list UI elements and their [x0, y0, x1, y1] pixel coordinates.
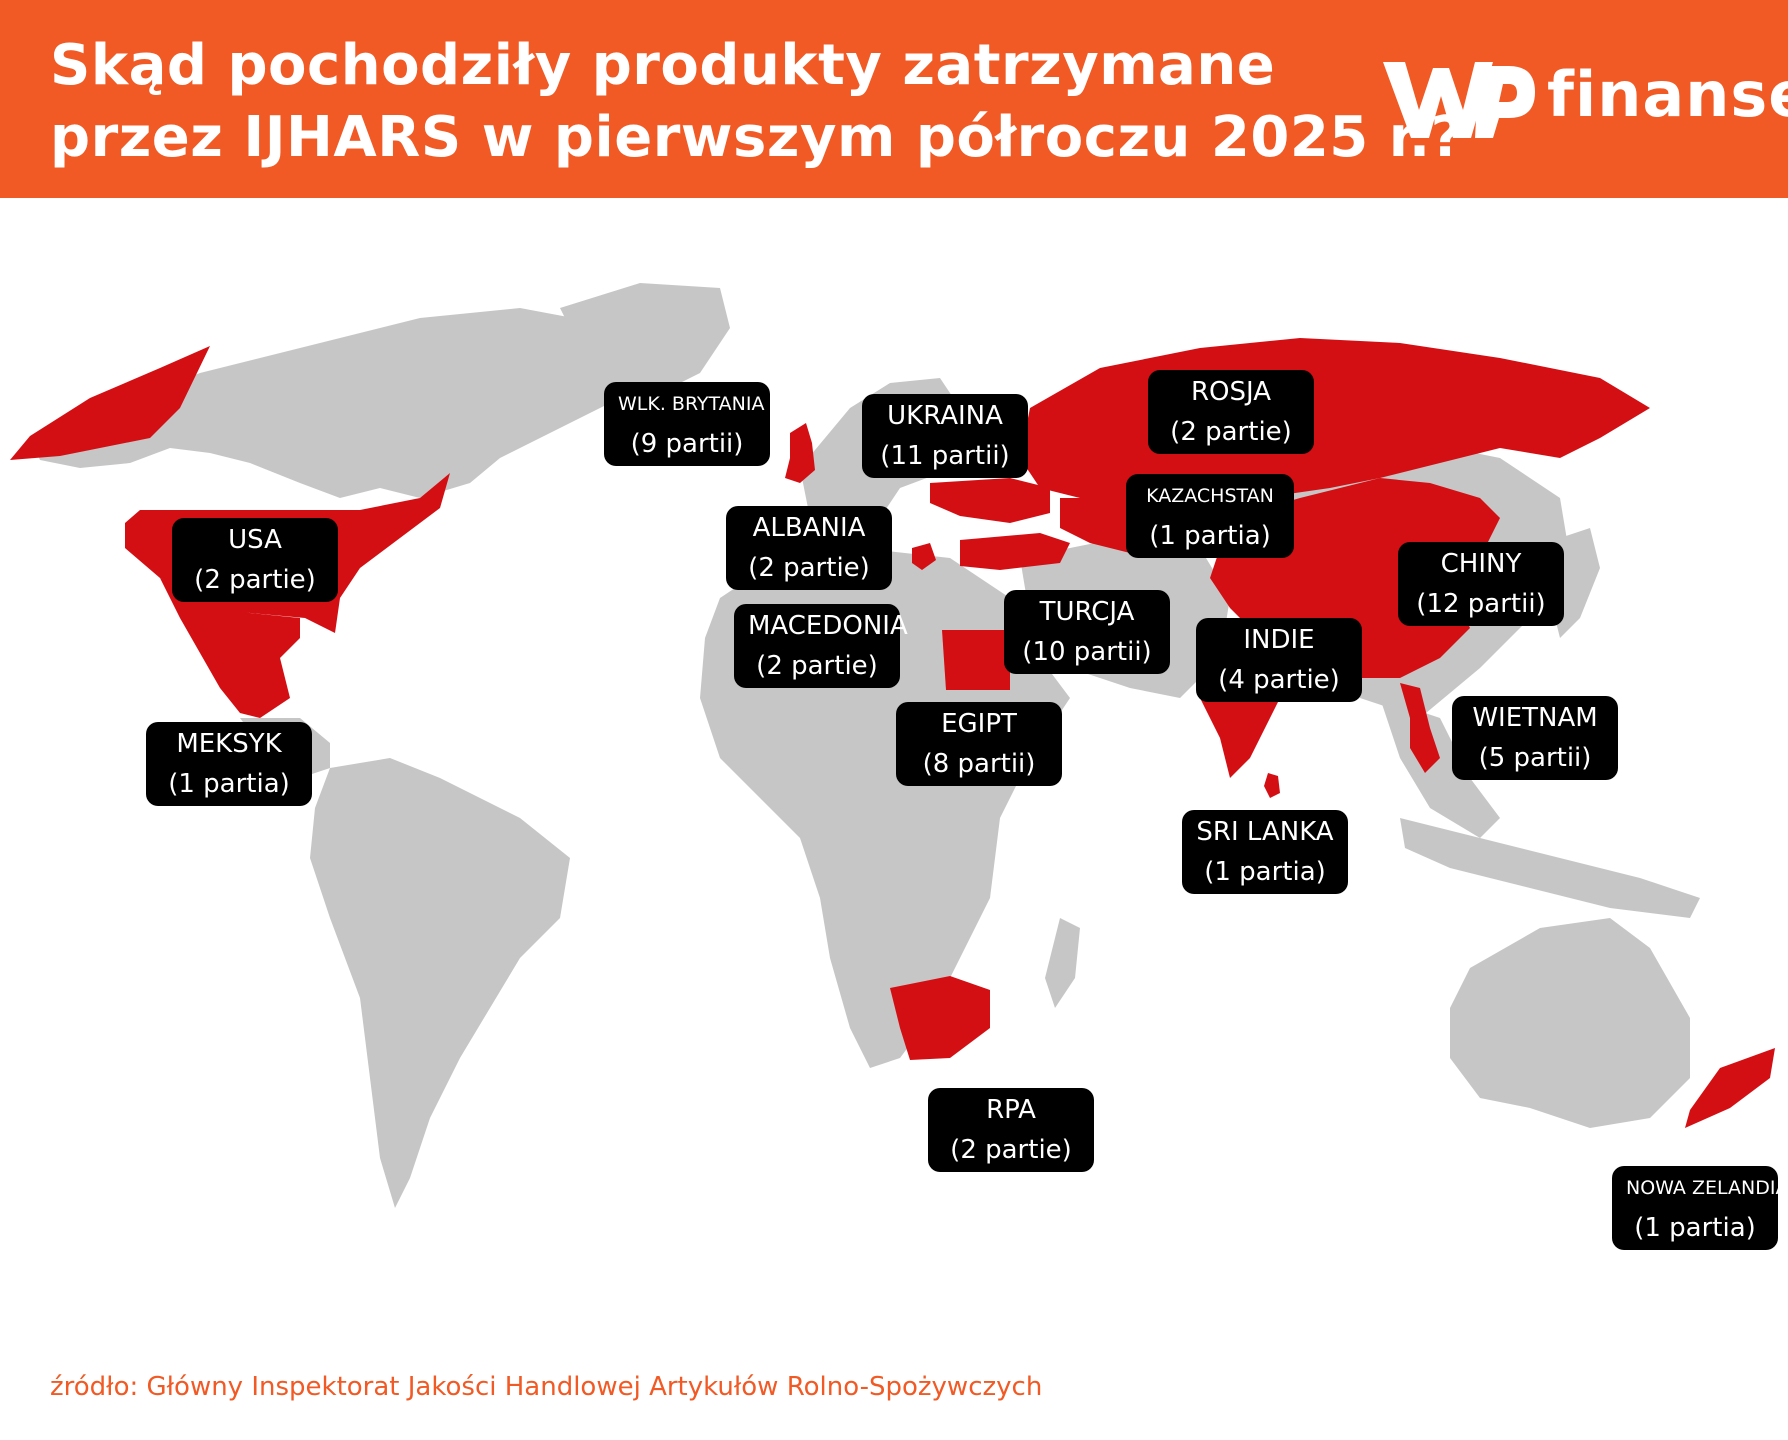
label-nz-name: NOWA ZELANDIA: [1626, 1177, 1788, 1199]
label-albania-name: ALBANIA: [752, 513, 866, 543]
label-turkey-name: TURCJA: [1039, 597, 1135, 627]
label-russia-name: ROSJA: [1190, 377, 1272, 407]
country-albania-macedonia: [912, 543, 936, 570]
world-map: WLK. BRYTANIA (9 partii) UKRAINA (11 par…: [0, 198, 1788, 1338]
source-note: źródło: Główny Inspektorat Jakości Handl…: [50, 1372, 1043, 1402]
label-mexico-count: (1 partia): [168, 769, 290, 799]
label-china-name: CHINY: [1440, 549, 1522, 579]
label-uk-name: WLK. BRYTANIA: [618, 393, 765, 415]
label-macedonia-count: (2 partie): [756, 651, 878, 681]
label-rpa: RPA (2 partie): [928, 1088, 1094, 1172]
land-madagascar: [1045, 918, 1080, 1008]
label-srilanka-name: SRI LANKA: [1196, 817, 1334, 847]
label-nz-count: (1 partia): [1634, 1213, 1756, 1243]
label-srilanka: SRI LANKA (1 partia): [1182, 810, 1348, 894]
label-china: CHINY (12 partii): [1398, 542, 1564, 626]
label-usa-count: (2 partie): [194, 565, 316, 595]
label-kazakhstan-count: (1 partia): [1149, 521, 1271, 551]
label-mexico: MEKSYK (1 partia): [146, 722, 312, 806]
label-uk: WLK. BRYTANIA (9 partii): [604, 382, 770, 466]
label-nz: NOWA ZELANDIA (1 partia): [1612, 1166, 1788, 1250]
country-uk: [785, 423, 815, 483]
country-egypt: [942, 630, 1010, 690]
label-china-count: (12 partii): [1416, 589, 1546, 619]
label-albania: ALBANIA (2 partie): [726, 506, 892, 590]
country-vietnam: [1400, 683, 1440, 773]
land-australia: [1450, 918, 1690, 1128]
country-ukraine: [930, 478, 1050, 523]
label-rpa-name: RPA: [986, 1095, 1036, 1125]
label-rpa-count: (2 partie): [950, 1135, 1072, 1165]
label-vietnam-count: (5 partii): [1478, 743, 1592, 773]
country-rpa: [890, 976, 990, 1060]
label-india-count: (4 partie): [1218, 665, 1340, 695]
label-ukraine-name: UKRAINA: [887, 401, 1003, 431]
country-alaska: [10, 346, 210, 460]
label-ukraine-count: (11 partii): [880, 441, 1010, 471]
label-india-name: INDIE: [1243, 625, 1315, 655]
label-vietnam-name: WIETNAM: [1472, 703, 1598, 733]
label-vietnam: WIETNAM (5 partii): [1452, 696, 1618, 780]
label-ukraine: UKRAINA (11 partii): [862, 394, 1028, 478]
label-egypt-count: (8 partii): [922, 749, 1036, 779]
country-russia: [1020, 338, 1650, 498]
land-indonesia: [1400, 818, 1700, 918]
title-line-1: Skąd pochodziły produkty zatrzymane: [50, 33, 1276, 98]
country-mexico: [160, 578, 300, 718]
label-turkey: TURCJA (10 partii): [1004, 590, 1170, 674]
label-egypt: EGIPT (8 partii): [896, 702, 1062, 786]
label-kazakhstan: KAZACHSTAN (1 partia): [1126, 474, 1294, 558]
country-turkey: [960, 533, 1070, 570]
label-turkey-count: (10 partii): [1022, 637, 1152, 667]
header-bar: Skąd pochodziły produkty zatrzymane prze…: [0, 0, 1788, 198]
label-india: INDIE (4 partie): [1196, 618, 1362, 702]
land-south-america: [310, 758, 570, 1208]
label-uk-count: (9 partii): [630, 429, 744, 459]
title-line-2: przez IJHARS w pierwszym półroczu 2025 r…: [50, 105, 1464, 170]
label-srilanka-count: (1 partia): [1204, 857, 1326, 887]
label-albania-count: (2 partie): [748, 553, 870, 583]
label-russia: ROSJA (2 partie): [1148, 370, 1314, 454]
label-mexico-name: MEKSYK: [176, 729, 282, 759]
label-macedonia-name: MACEDONIA: [748, 611, 908, 641]
label-usa: USA (2 partie): [172, 518, 338, 602]
wp-finanse-logo: finanse: [1375, 48, 1788, 148]
country-srilanka: [1264, 773, 1280, 798]
page-title: Skąd pochodziły produkty zatrzymane prze…: [50, 30, 1464, 174]
land-greenland: [560, 283, 730, 398]
logo-text: finanse: [1547, 58, 1788, 131]
country-nz: [1685, 1048, 1775, 1128]
label-macedonia: MACEDONIA (2 partie): [734, 604, 908, 688]
label-russia-count: (2 partie): [1170, 417, 1292, 447]
land-north-america: [30, 308, 650, 498]
label-egypt-name: EGIPT: [941, 709, 1017, 739]
label-usa-name: USA: [228, 525, 282, 555]
label-kazakhstan-name: KAZACHSTAN: [1146, 485, 1274, 507]
wp-logo-icon: [1383, 62, 1535, 138]
